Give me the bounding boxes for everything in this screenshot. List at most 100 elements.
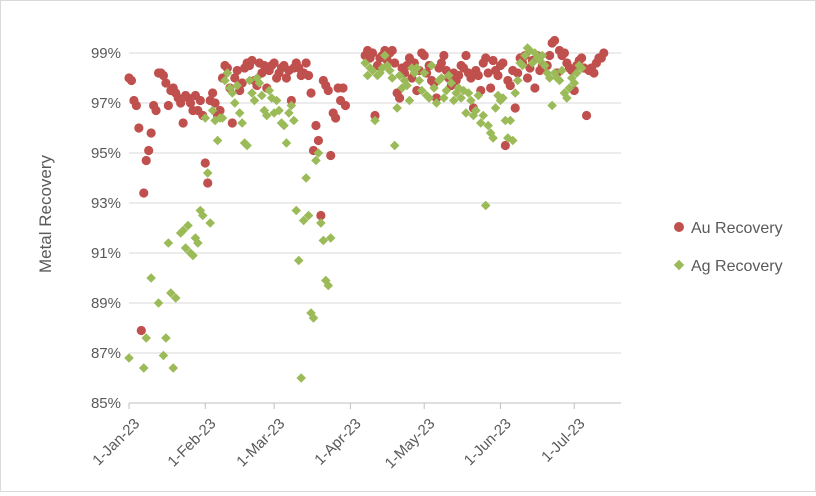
ag-point-18 (193, 238, 203, 248)
au-point-103 (395, 93, 405, 103)
axes (128, 402, 621, 409)
ag-point-36 (237, 118, 247, 128)
ag-point-161 (576, 63, 587, 73)
ag-point-67 (313, 148, 324, 158)
ag-point-76 (367, 65, 378, 76)
ag-point-78 (372, 70, 383, 81)
series-0 (124, 35, 609, 336)
au-point-150 (510, 103, 520, 113)
au-point-139 (483, 68, 493, 78)
ag-point-100 (426, 60, 437, 71)
legend-label-1: Ag Recovery (691, 258, 783, 275)
au-point-121 (439, 50, 449, 61)
ag-point-44 (257, 90, 267, 101)
ag-point-29 (220, 75, 230, 86)
ag-point-86 (392, 103, 402, 113)
au-point-29 (195, 95, 205, 106)
au-point-37 (215, 105, 225, 116)
ag-point-110 (451, 88, 461, 98)
ag-point-62 (301, 173, 311, 183)
ag-point-153 (557, 65, 567, 76)
ag-point-104 (436, 73, 447, 83)
ag-point-107 (444, 70, 454, 81)
au-point-16 (163, 100, 173, 111)
ag-point-119 (473, 90, 484, 101)
ag-point-158 (569, 78, 580, 88)
au-point-84 (331, 113, 341, 123)
ag-point-94 (412, 63, 422, 73)
au-point-21 (176, 98, 186, 108)
au-point-25 (185, 98, 196, 108)
au-point-177 (577, 53, 587, 63)
ag-point-41 (249, 95, 260, 106)
ag-point-106 (441, 85, 452, 96)
ag-point-89 (399, 75, 410, 86)
ag-point-132 (505, 115, 516, 126)
ag-point-155 (562, 93, 572, 103)
ag-point-122 (480, 200, 491, 211)
ag-point-60 (296, 373, 306, 383)
ag-point-143 (532, 53, 543, 63)
ag-point-120 (475, 118, 486, 128)
au-point-59 (269, 58, 279, 68)
legend-marker-au (674, 222, 684, 232)
ag-point-23 (205, 218, 215, 228)
y-tick-labels: 85% 87% 89% 91% 93% 95% 97% 99% (91, 45, 121, 412)
ag-point-65 (308, 313, 319, 323)
au-point-54 (257, 68, 267, 78)
ag-point-123 (483, 120, 493, 131)
au-point-148 (505, 80, 515, 91)
au-point-141 (488, 55, 498, 66)
au-point-42 (227, 118, 237, 128)
ag-point-2 (141, 333, 152, 343)
ag-point-99 (424, 93, 434, 103)
ag-point-95 (414, 75, 425, 86)
ag-point-50 (271, 95, 282, 106)
ag-point-138 (520, 50, 530, 61)
ag-point-32 (227, 88, 238, 98)
ag-point-125 (488, 133, 498, 143)
ag-point-58 (291, 205, 302, 216)
y-tick-label-87: 87% (91, 345, 121, 362)
ag-point-74 (362, 70, 373, 81)
ag-point-55 (284, 108, 294, 118)
ag-point-45 (259, 105, 270, 116)
au-point-120 (436, 58, 447, 68)
au-point-101 (390, 58, 400, 68)
x-tick-label-0: 1-Jan-23 (89, 415, 143, 469)
ag-point-40 (247, 88, 257, 98)
au-point-138 (481, 53, 491, 63)
ag-point-5 (158, 350, 169, 361)
ag-point-43 (254, 78, 265, 88)
ag-point-85 (389, 140, 400, 151)
x-tick-label-6: 1-Jul-23 (538, 415, 588, 465)
ag-point-97 (419, 68, 429, 78)
ag-point-53 (279, 120, 289, 131)
ag-point-140 (525, 45, 535, 56)
au-point-1 (126, 75, 137, 86)
ag-point-7 (163, 238, 174, 248)
ag-point-48 (266, 93, 277, 103)
ag-point-129 (498, 93, 508, 103)
au-point-186 (599, 48, 609, 58)
au-point-3 (131, 100, 141, 111)
ag-point-71 (323, 280, 334, 291)
ag-point-82 (382, 60, 393, 71)
ag-point-47 (264, 85, 275, 96)
ag-point-152 (554, 75, 565, 86)
ag-point-20 (198, 210, 208, 221)
au-point-14 (158, 70, 169, 81)
au-point-11 (151, 105, 161, 116)
ag-point-39 (244, 75, 255, 86)
ag-point-83 (384, 65, 395, 76)
y-tick-label-95: 95% (91, 145, 121, 162)
ag-point-28 (217, 113, 228, 123)
ag-point-3 (146, 273, 156, 283)
au-point-66 (286, 95, 296, 106)
ag-point-92 (407, 63, 417, 73)
ag-point-30 (222, 68, 233, 78)
ag-point-130 (500, 115, 511, 126)
ag-point-109 (448, 95, 459, 106)
